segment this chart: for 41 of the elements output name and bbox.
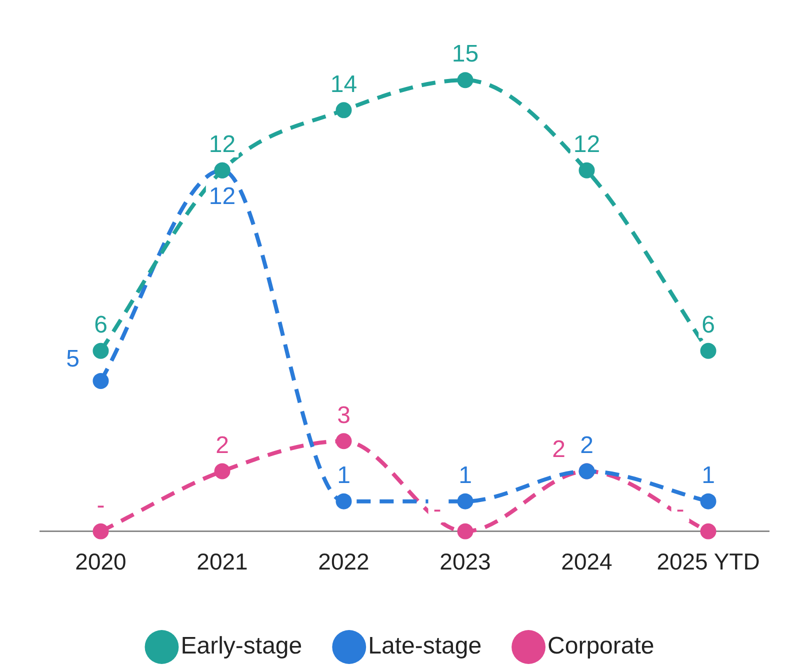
point — [92, 372, 109, 389]
point — [92, 523, 109, 540]
data-label: 2 — [552, 436, 566, 463]
point — [578, 162, 595, 178]
point — [336, 433, 352, 450]
data-label: 5 — [66, 346, 80, 373]
data-label: 2 — [216, 432, 229, 459]
point — [457, 72, 474, 88]
data-label: 14 — [330, 70, 358, 98]
x-tick-label: 2023 — [440, 548, 491, 575]
data-label: - — [96, 492, 105, 520]
point — [336, 102, 352, 118]
data-label: - — [433, 496, 442, 524]
point — [700, 523, 716, 540]
point — [336, 493, 352, 510]
legend-label: Corporate — [548, 632, 654, 660]
legend-label: Late-stage — [368, 632, 482, 660]
data-label: 12 — [208, 130, 236, 158]
data-label: 12 — [573, 130, 600, 158]
x-tick-label: 2025 YTD — [656, 548, 760, 575]
x-tick-label: 2024 — [561, 548, 613, 575]
data-label: 6 — [702, 312, 715, 338]
point — [92, 342, 109, 359]
data-label: 2 — [580, 432, 594, 459]
data-label: 1 — [337, 462, 350, 489]
point — [700, 493, 716, 510]
data-label: 15 — [452, 40, 479, 68]
point — [457, 523, 474, 540]
data-label: 1 — [702, 462, 715, 489]
point — [214, 463, 230, 480]
x-tick-label: 2021 — [196, 548, 248, 575]
legend-label: Early-stage — [180, 632, 302, 660]
data-label: - — [676, 496, 684, 524]
data-label: 6 — [94, 312, 108, 338]
x-tick-label: 2022 — [318, 548, 370, 575]
point — [700, 342, 716, 359]
point — [457, 493, 474, 510]
data-label: 3 — [337, 402, 350, 429]
data-label: 12 — [208, 182, 236, 210]
data-label: 1 — [458, 462, 472, 489]
x-tick-label: 2020 — [75, 548, 126, 575]
